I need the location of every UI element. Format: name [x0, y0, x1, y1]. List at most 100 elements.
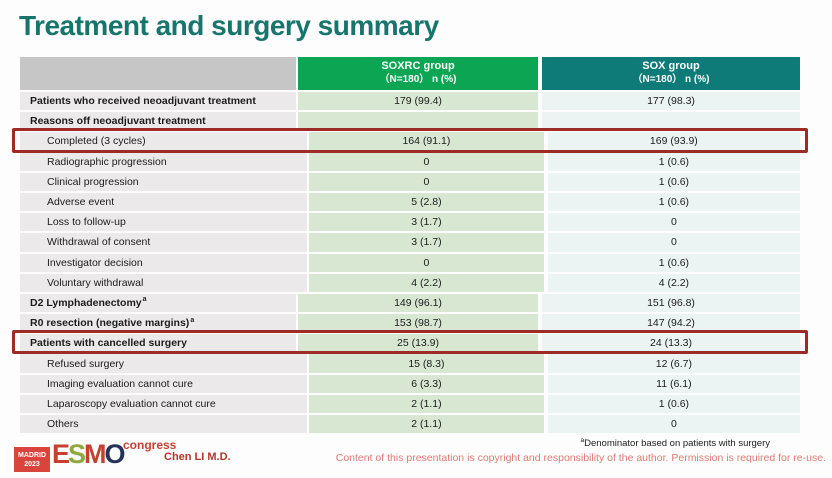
header-cell-empty — [20, 57, 296, 90]
table-row: Investigator decision 0 1 (0.6) — [20, 253, 800, 272]
row-label-cell: Others — [20, 415, 308, 434]
soxrc-value: 15 (8.3) — [309, 354, 544, 373]
row-label-cell: Imaging evaluation cannot cure — [20, 374, 308, 393]
summary-table: SOXRC group （N=180） n (%) SOX group （N=1… — [12, 57, 808, 435]
sox-value: 4 (2.2) — [547, 273, 800, 292]
soxrc-value: 164 (91.1) — [309, 132, 544, 151]
table-header-row: SOXRC group （N=180） n (%) SOX group （N=1… — [20, 57, 800, 90]
soxrc-value: 3 (1.7) — [309, 233, 544, 252]
table-row: Laparoscopy evaluation cannot cure 2 (1.… — [20, 394, 800, 413]
soxrc-value — [298, 112, 538, 131]
soxrc-value: 25 (13.9) — [298, 334, 538, 353]
row-label: Refused surgery — [47, 357, 125, 370]
copyright-notice: Content of this presentation is copyrigh… — [335, 452, 826, 464]
row-label: D2 Lymphadenectomy — [30, 296, 142, 309]
madrid-2023-badge: MADRID 2023 — [14, 447, 50, 472]
table-row: Withdrawal of consent 3 (1.7) 0 — [20, 233, 800, 252]
sox-value: 1 (0.6) — [547, 152, 800, 171]
footnote: aDenominator based on patients with surg… — [580, 437, 770, 449]
soxrc-value: 4 (2.2) — [309, 273, 544, 292]
badge-location: MADRID — [18, 452, 46, 459]
soxrc-value: 2 (1.1) — [309, 415, 544, 434]
sox-group-n: （N=180） n (%) — [632, 74, 710, 86]
row-label: Withdrawal of consent — [47, 236, 151, 249]
row-label-cell: Patients who received neoadjuvant treatm… — [20, 92, 296, 111]
table-row: Imaging evaluation cannot cure 6 (3.3) 1… — [20, 374, 800, 393]
row-label-cell: Investigator decision — [20, 253, 308, 272]
sox-value: 151 (96.8) — [542, 293, 800, 313]
soxrc-value: 149 (96.1) — [298, 293, 538, 313]
table-row: R0 resection (negative margins) a 153 (98… — [20, 314, 800, 333]
sox-value — [542, 112, 800, 131]
row-label: Completed (3 cycles) — [47, 135, 146, 148]
soxrc-group-n: （N=180） n (%) — [379, 74, 457, 86]
row-label: Investigator decision — [47, 256, 143, 269]
table-row: Clinical progression 0 1 (0.6) — [20, 172, 800, 191]
sox-value: 147 (94.2) — [542, 314, 800, 333]
soxrc-value: 5 (2.8) — [309, 192, 544, 212]
table-row: Adverse event 5 (2.8) 1 (0.6) — [20, 192, 800, 212]
row-label-cell: Radiographic progression — [20, 152, 308, 171]
footnote-marker: a — [580, 437, 585, 444]
row-label: Reasons off neoadjuvant treatment — [30, 115, 206, 128]
esmo-letter: S — [68, 439, 86, 469]
header-cell-soxrc-group: SOXRC group （N=180） n (%) — [298, 57, 538, 90]
esmo-letter: M — [84, 439, 106, 469]
sox-value: 0 — [547, 415, 800, 434]
sox-value: 12 (6.7) — [547, 354, 800, 373]
sox-value: 24 (13.3) — [542, 334, 800, 353]
sox-value: 1 (0.6) — [547, 394, 800, 413]
table-row: Others 2 (1.1) 0 — [20, 415, 800, 434]
sox-value: 177 (98.3) — [542, 92, 800, 111]
sox-value: 0 — [547, 233, 800, 252]
sox-value: 1 (0.6) — [547, 192, 800, 212]
table-body: Patients who received neoadjuvant treatm… — [12, 92, 808, 434]
soxrc-value: 3 (1.7) — [309, 213, 544, 232]
esmo-logo: ESMO — [52, 439, 126, 469]
soxrc-value: 153 (98.7) — [298, 314, 538, 333]
row-label: Loss to follow-up — [47, 216, 126, 229]
soxrc-group-name: SOXRC group — [381, 60, 455, 73]
soxrc-value: 0 — [309, 152, 544, 171]
table-row: Refused surgery 15 (8.3) 12 (6.7) — [20, 354, 800, 373]
row-label: Imaging evaluation cannot cure — [47, 377, 193, 390]
row-label: Adverse event — [47, 196, 115, 209]
row-label-cell: Loss to follow-up — [20, 213, 308, 232]
superscript-marker: a — [142, 296, 147, 304]
sox-value: 169 (93.9) — [547, 132, 800, 151]
row-label-cell: Patients with cancelled surgery — [20, 334, 296, 353]
row-label-cell: Adverse event — [20, 192, 308, 212]
sox-value: 0 — [547, 213, 800, 232]
row-label: Laparoscopy evaluation cannot cure — [47, 397, 216, 410]
row-label-cell: Laparoscopy evaluation cannot cure — [20, 394, 308, 413]
row-label-cell: Withdrawal of consent — [20, 233, 308, 252]
table-row: Patients who received neoadjuvant treatm… — [20, 92, 800, 111]
table-row: Reasons off neoadjuvant treatment — [20, 112, 800, 131]
row-label-cell: Voluntary withdrawal — [20, 273, 308, 292]
row-label-cell: R0 resection (negative margins) a — [20, 314, 296, 333]
table-row: D2 Lymphadenectomy a 149 (96.1) 151 (96.8… — [20, 293, 800, 313]
row-label: R0 resection (negative margins) — [30, 317, 190, 330]
row-label: Radiographic progression — [47, 155, 167, 168]
header-cell-sox-group: SOX group （N=180） n (%) — [542, 57, 800, 90]
row-label-cell: Refused surgery — [20, 354, 308, 373]
row-label: Others — [47, 418, 79, 431]
table-row: Loss to follow-up 3 (1.7) 0 — [20, 213, 800, 232]
esmo-letter: O — [104, 439, 126, 469]
sox-value: 1 (0.6) — [547, 172, 800, 191]
row-label: Voluntary withdrawal — [47, 276, 144, 289]
badge-year: 2023 — [24, 461, 40, 469]
soxrc-value: 0 — [309, 172, 544, 191]
sox-group-name: SOX group — [642, 60, 700, 73]
footnote-text: Denominator based on patients with surge… — [584, 438, 770, 450]
row-label-cell: D2 Lymphadenectomy a — [20, 293, 296, 313]
row-label-cell: Completed (3 cycles) — [20, 132, 308, 151]
superscript-marker: a — [190, 316, 195, 324]
slide-title: Treatment and surgery summary — [19, 10, 439, 41]
soxrc-value: 6 (3.3) — [309, 374, 544, 393]
table-row: Completed (3 cycles) 164 (91.1) 169 (93.… — [12, 128, 808, 153]
esmo-letter: E — [52, 439, 70, 469]
row-label: Patients with cancelled surgery — [30, 337, 187, 350]
author-name: Chen LI M.D. — [164, 451, 231, 463]
